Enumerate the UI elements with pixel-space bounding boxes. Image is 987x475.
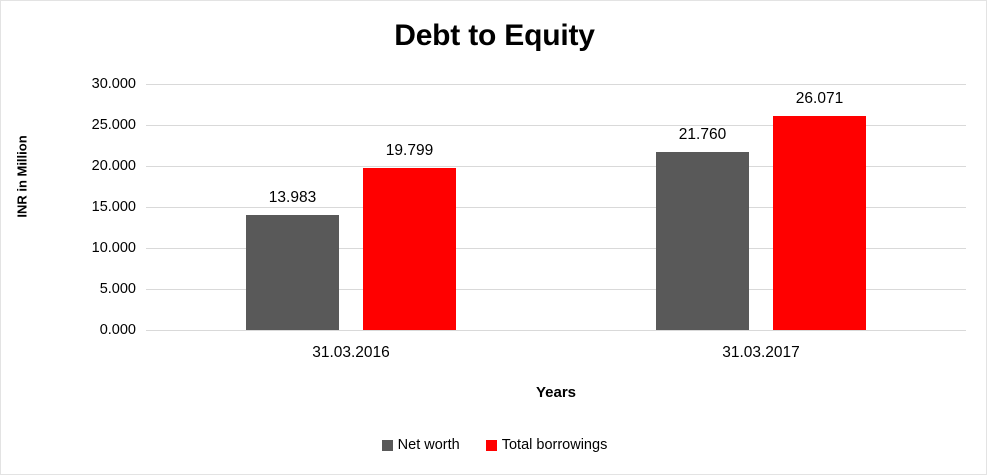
x-axis-line <box>146 330 966 331</box>
y-tick-label: 20.000 <box>91 158 136 174</box>
gridline <box>146 125 966 126</box>
x-tick-label: 31.03.2017 <box>722 344 800 361</box>
y-tick-label: 25.000 <box>91 117 136 133</box>
gridline <box>146 207 966 208</box>
legend-swatch-icon <box>381 439 393 451</box>
y-tick-label: 5.000 <box>99 281 136 297</box>
gridline <box>146 289 966 290</box>
bar[interactable] <box>246 215 339 330</box>
bar-value-label: 19.799 <box>385 141 434 159</box>
x-tick-label: 31.03.2016 <box>312 344 390 361</box>
gridline <box>146 166 966 167</box>
legend-item[interactable]: Total borrowings <box>485 437 608 453</box>
bar-value-label: 21.760 <box>678 125 727 143</box>
y-tick-label: 10.000 <box>91 240 136 256</box>
y-tick-label: 0.000 <box>99 322 136 338</box>
y-tick-label: 15.000 <box>91 199 136 215</box>
bar[interactable] <box>363 167 456 330</box>
bar[interactable] <box>773 116 866 330</box>
plot-area: 13.983 19.799 21.760 26.071 <box>146 84 966 331</box>
bar[interactable] <box>656 151 749 330</box>
chart-title: Debt to Equity <box>394 19 595 52</box>
gridline <box>146 84 966 85</box>
y-axis-title: INR in Million <box>14 135 30 218</box>
chart-legend: Net worth Total borrowings <box>1 437 986 453</box>
legend-label: Total borrowings <box>501 437 608 453</box>
legend-label: Net worth <box>397 437 460 453</box>
legend-swatch-icon <box>485 439 497 451</box>
x-axis-title: Years <box>535 384 577 401</box>
y-axis-tick-labels: 30.000 25.000 20.000 15.000 10.000 5.000 0.000 <box>51 76 136 338</box>
y-tick-label: 30.000 <box>91 76 136 92</box>
bar-value-label: 13.983 <box>268 189 317 207</box>
bar-value-label: 26.071 <box>795 90 844 108</box>
legend-item[interactable]: Net worth <box>381 437 460 453</box>
gridline <box>146 248 966 249</box>
